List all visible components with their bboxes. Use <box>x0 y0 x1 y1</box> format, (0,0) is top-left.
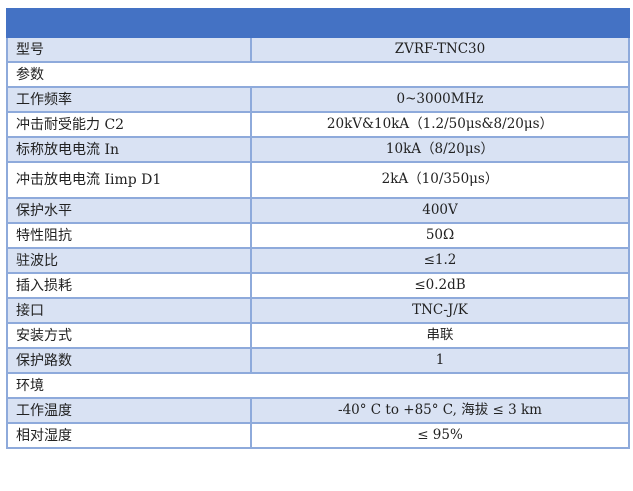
header-cell <box>6 8 630 38</box>
section-row: 参数 <box>6 61 630 88</box>
param-value: 1 <box>250 347 630 374</box>
table-row: 冲击放电电流 Iimp D1 2kA（10/350μs） <box>6 161 630 199</box>
param-value: 2kA（10/350μs） <box>250 161 630 199</box>
table-row: 保护水平 400V <box>6 197 630 224</box>
param-label: 特性阻抗 <box>6 222 252 249</box>
param-label: 相对湿度 <box>6 422 252 449</box>
table-row: 型号 ZVRF-TNC30 <box>6 36 630 63</box>
param-value: TNC-J/K <box>250 297 630 324</box>
param-label: 驻波比 <box>6 247 252 274</box>
param-label: 型号 <box>6 36 252 63</box>
param-label: 标称放电电流 In <box>6 136 252 163</box>
table-row: 特性阻抗 50Ω <box>6 222 630 249</box>
param-value: ≤ 95% <box>250 422 630 449</box>
param-value: ZVRF-TNC30 <box>250 36 630 63</box>
param-value: 0~3000MHz <box>250 86 630 113</box>
param-label: 冲击放电电流 Iimp D1 <box>6 161 252 199</box>
section-label: 参数 <box>6 61 630 88</box>
param-value: 10kA（8/20μs） <box>250 136 630 163</box>
section-row: 环境 <box>6 372 630 399</box>
param-label: 工作频率 <box>6 86 252 113</box>
table-row: 接口 TNC-J/K <box>6 297 630 324</box>
param-value: -40° C to +85° C, 海拔 ≤ 3 km <box>250 397 630 424</box>
table-row: 冲击耐受能力 C2 20kV&10kA（1.2/50μs&8/20μs） <box>6 111 630 138</box>
section-label: 环境 <box>6 372 630 399</box>
param-value: 400V <box>250 197 630 224</box>
table-row: 驻波比 ≤1.2 <box>6 247 630 274</box>
param-value: ≤0.2dB <box>250 272 630 299</box>
spec-table: 型号 ZVRF-TNC30 参数 工作频率 0~3000MHz 冲击耐受能力 C2 20kV… <box>6 8 630 449</box>
table-row: 安装方式 串联 <box>6 322 630 349</box>
param-label: 安装方式 <box>6 322 252 349</box>
table-row: 保护路数 1 <box>6 347 630 374</box>
table-header <box>6 8 630 38</box>
table-row: 标称放电电流 In 10kA（8/20μs） <box>6 136 630 163</box>
param-label: 工作温度 <box>6 397 252 424</box>
param-value: 20kV&10kA（1.2/50μs&8/20μs） <box>250 111 630 138</box>
table-row: 相对湿度 ≤ 95% <box>6 422 630 449</box>
param-label: 插入损耗 <box>6 272 252 299</box>
param-value: 串联 <box>250 322 630 349</box>
table-row: 工作温度 -40° C to +85° C, 海拔 ≤ 3 km <box>6 397 630 424</box>
param-label: 冲击耐受能力 C2 <box>6 111 252 138</box>
param-value: 50Ω <box>250 222 630 249</box>
table-row: 插入损耗 ≤0.2dB <box>6 272 630 299</box>
param-label: 接口 <box>6 297 252 324</box>
param-label: 保护水平 <box>6 197 252 224</box>
table-row: 工作频率 0~3000MHz <box>6 86 630 113</box>
param-label: 保护路数 <box>6 347 252 374</box>
param-value: ≤1.2 <box>250 247 630 274</box>
